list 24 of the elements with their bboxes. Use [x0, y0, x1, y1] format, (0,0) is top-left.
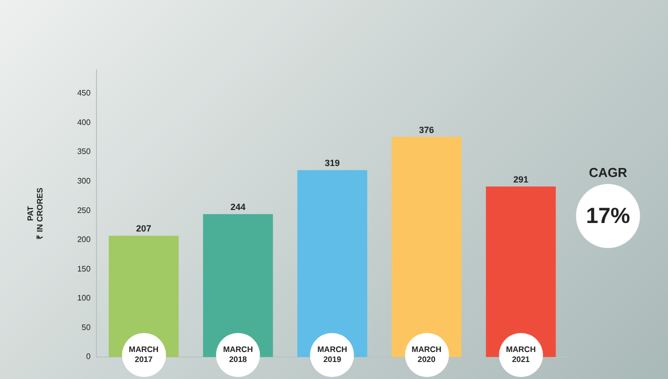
y-tick-label: 400 — [77, 118, 92, 127]
x-tick-label: MARCH 2021 — [504, 345, 537, 365]
y-tick-label: 450 — [77, 88, 92, 98]
data-label: 207 — [136, 224, 152, 234]
data-label: 376 — [419, 124, 434, 135]
circle-badge: 17% — [576, 184, 640, 248]
y-tick-label: 0 — [86, 352, 92, 362]
data-label: 244 — [230, 202, 246, 212]
y-tick-label: 100 — [77, 294, 92, 303]
x-tick-label: MARCH 2019 — [316, 345, 348, 365]
x-tick-label: MARCH 2018 — [222, 345, 254, 365]
y-axis-title: PAT ₹ IN CRORES — [26, 187, 45, 240]
y-tick-label: 200 — [77, 235, 92, 244]
data-label: 291 — [513, 174, 528, 185]
y-tick-label: 250 — [77, 206, 92, 215]
y-tick-label: 300 — [77, 176, 92, 186]
circle-badge: MARCH 2019 — [310, 333, 354, 377]
x-tick-label: MARCH 2017 — [128, 345, 160, 365]
data-label: 319 — [324, 158, 340, 168]
y-tick-label: 350 — [77, 147, 92, 156]
y-tick-label: 150 — [77, 264, 92, 274]
y-tick-label: 50 — [82, 322, 92, 332]
x-tick-label: MARCH 2020 — [410, 345, 442, 365]
text: CAGR — [588, 165, 628, 180]
